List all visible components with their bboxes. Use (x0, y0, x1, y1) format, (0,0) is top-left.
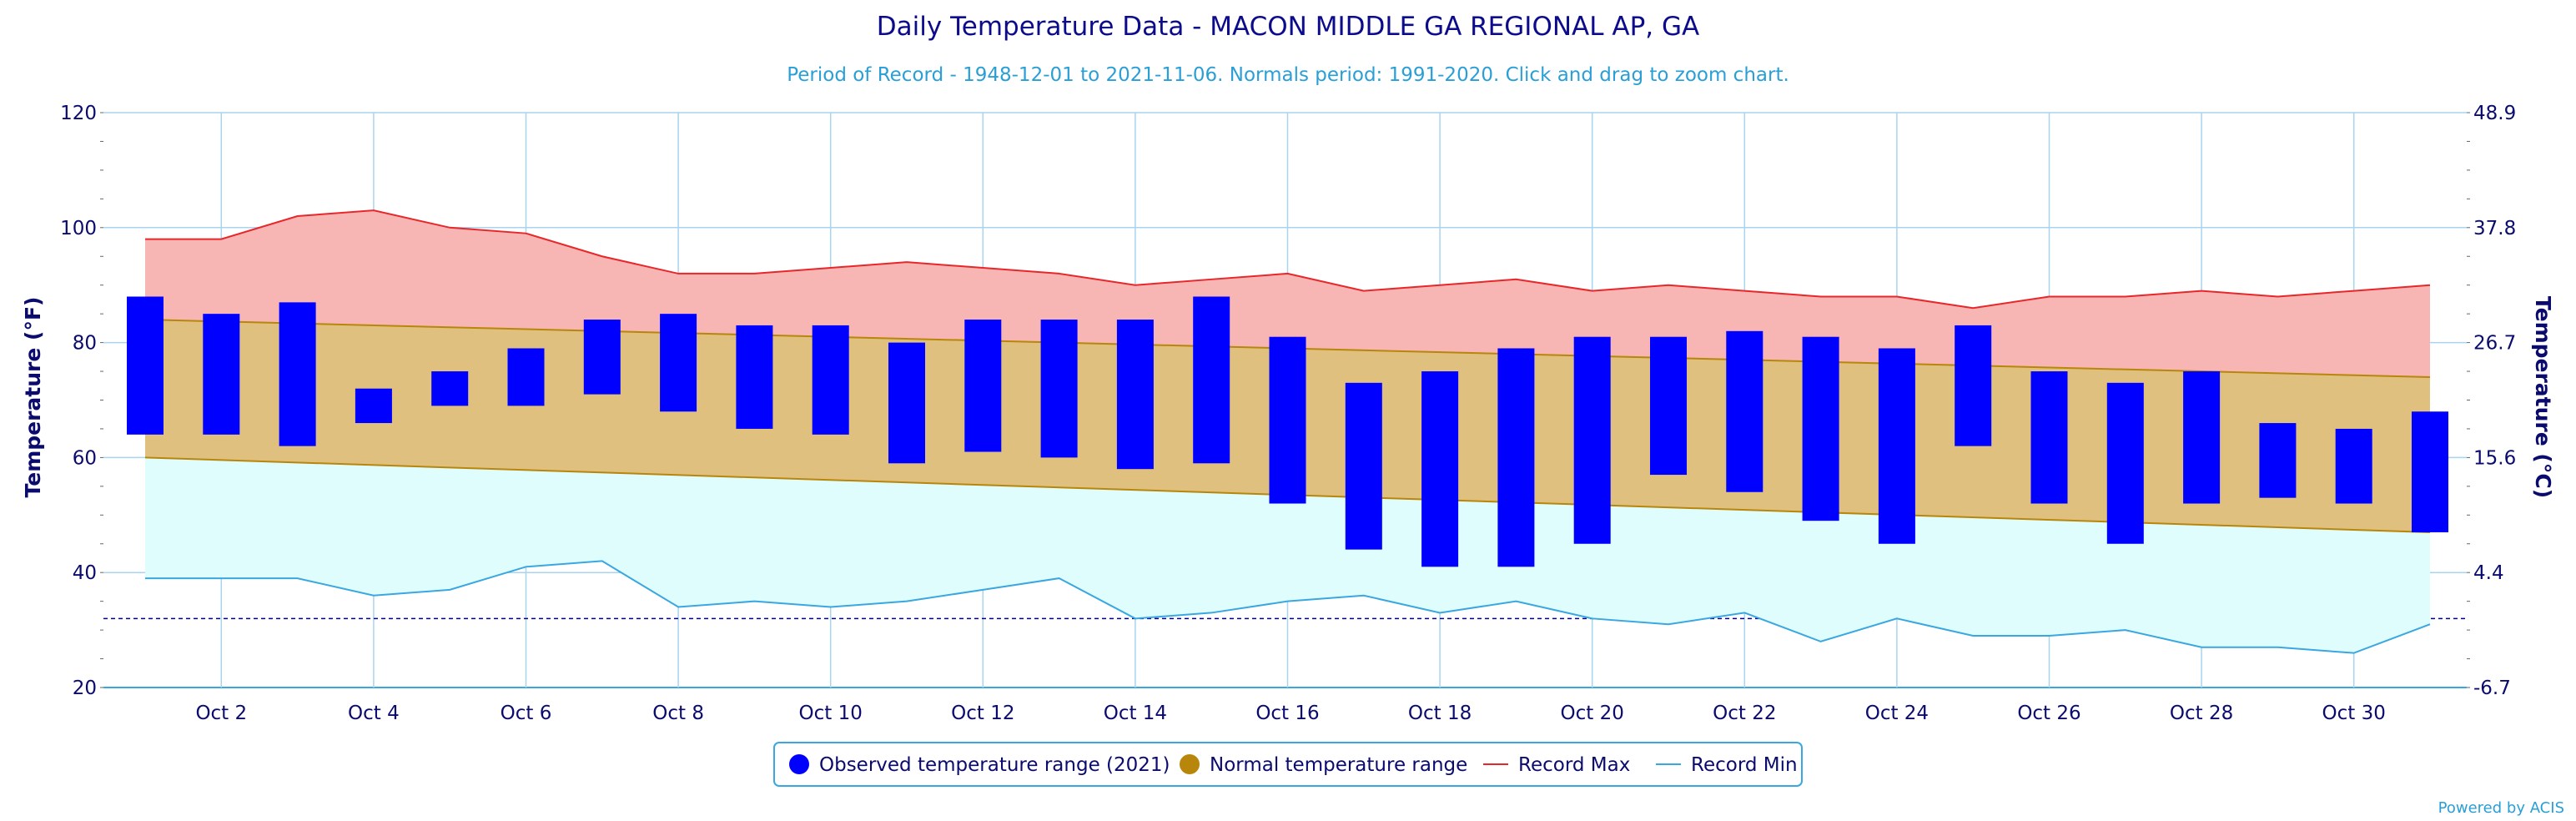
observed-bar (583, 320, 621, 395)
observed-bar (1269, 336, 1306, 504)
observed-bars (127, 296, 2448, 567)
legend: Observed temperature range (2021) Normal… (773, 742, 1803, 787)
observed-bar (2030, 371, 2068, 504)
observed-bar (1955, 325, 1992, 446)
observed-bar (2259, 423, 2297, 498)
observed-bar (2335, 428, 2372, 504)
observed-bar (1116, 320, 1154, 470)
x-tick-label: Oct 8 (652, 703, 704, 724)
observed-bar (1573, 336, 1611, 544)
record-max-band (145, 210, 2430, 377)
chart-title: Daily Temperature Data - MACON MIDDLE GA… (877, 12, 1699, 42)
observed-bar (812, 325, 849, 435)
observed-bar (1726, 330, 1763, 492)
observed-bar (660, 314, 697, 412)
observed-bar (736, 325, 773, 429)
x-tick-label: Oct 24 (1865, 703, 1929, 724)
legend-box (773, 742, 1803, 787)
credit-link[interactable]: Powered by ACIS (2438, 799, 2564, 817)
observed-bar (1421, 371, 1459, 567)
observed-bar (1497, 348, 1535, 567)
observed-bar (431, 371, 469, 406)
observed-bar (1193, 296, 1230, 464)
observed-bar (355, 388, 392, 424)
observed-bar (279, 302, 316, 446)
y-tick-label-right: 26.7 (2473, 333, 2516, 355)
x-tick-label: Oct 6 (501, 703, 552, 724)
y-tick-label: 100 (60, 218, 97, 239)
observed-bar (1878, 348, 1915, 544)
x-tick-label: Oct 12 (951, 703, 1014, 724)
x-tick-label: Oct 28 (2170, 703, 2233, 724)
chart-subtitle: Period of Record - 1948-12-01 to 2021-11… (787, 64, 1789, 86)
y-tick-label: 80 (73, 333, 97, 355)
y-tick-label-right: -6.7 (2473, 677, 2511, 699)
record-max-line (145, 209, 2431, 310)
legend-observed-label: Observed temperature range (2021) (819, 754, 1170, 776)
x-tick-label: Oct 22 (1713, 703, 1776, 724)
y-tick-label-right: 48.9 (2473, 103, 2516, 124)
observed-bar (2183, 371, 2221, 504)
y-tick-label-right: 37.8 (2473, 218, 2516, 239)
y-tick-label: 40 (73, 562, 97, 584)
observed-bar (964, 320, 1002, 452)
y-tick-label: 20 (73, 677, 97, 699)
observed-bar (507, 348, 545, 406)
observed-bar (203, 314, 240, 435)
x-tick-label: Oct 10 (799, 703, 863, 724)
record-lines (145, 209, 2431, 654)
observed-bar (1040, 320, 1078, 458)
legend-record-max-label: Record Max (1518, 754, 1630, 776)
legend-observed-marker (789, 754, 809, 774)
observed-bar (2106, 382, 2144, 544)
legend-record-min-label: Record Min (1691, 754, 1798, 776)
x-tick-label: Oct 26 (2017, 703, 2080, 724)
x-tick-label: Oct 18 (1408, 703, 1472, 724)
legend-normal-label: Normal temperature range (1210, 754, 1467, 776)
y-axis-title-right: Temperature (°C) (2531, 296, 2555, 498)
x-tick-label: Oct 20 (1561, 703, 1624, 724)
observed-bar (1802, 336, 1839, 521)
x-tick-label: Oct 2 (195, 703, 247, 724)
y-tick-label: 60 (73, 447, 97, 469)
x-tick-label: Oct 4 (348, 703, 400, 724)
record-min-line (145, 560, 2431, 654)
y-tick-label: 120 (60, 103, 97, 124)
observed-bar (1345, 382, 1382, 550)
legend-normal-marker (1180, 754, 1200, 774)
x-tick-label: Oct 14 (1104, 703, 1167, 724)
observed-bar (888, 342, 925, 464)
y-tick-label-right: 4.4 (2473, 562, 2504, 584)
observed-bar (1650, 336, 1687, 476)
observed-bar (127, 296, 164, 435)
axis-ticks: 20 -6.7 40 4.4 60 15.6 80 26.7 100 37.8 120 48.9 Oct… (60, 103, 2516, 724)
x-tick-label: Oct 30 (2322, 703, 2386, 724)
y-axis-title-left: Temperature (°F) (21, 297, 45, 498)
y-tick-label-right: 15.6 (2473, 447, 2516, 469)
x-tick-label: Oct 16 (1255, 703, 1319, 724)
observed-bar (2412, 411, 2448, 532)
